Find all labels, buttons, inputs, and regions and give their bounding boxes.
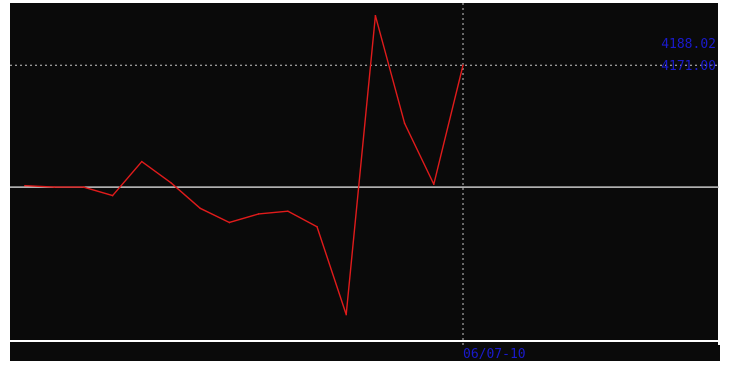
series-segment (111, 160, 143, 197)
crosshair-value-label-upper: 4188.02 (661, 37, 716, 52)
series-segment (403, 122, 435, 185)
series-segment (82, 186, 114, 197)
series-segment (228, 213, 260, 224)
series-point (53, 186, 55, 188)
plot-layer (10, 3, 719, 345)
label-layer: 4188.02 4171.00 06/07-10 (463, 37, 716, 362)
series-segment (170, 182, 201, 210)
crosshair-date-label: 06/07-10 (463, 347, 526, 362)
plot-background (10, 3, 720, 361)
series-segment (257, 210, 289, 215)
series-point (403, 122, 406, 125)
series-point (111, 194, 114, 197)
series-point (82, 186, 85, 188)
series-segment (287, 210, 318, 228)
series-point (199, 207, 201, 210)
series-point (316, 225, 318, 228)
series-segment (433, 64, 464, 185)
series-point (374, 14, 377, 17)
series-point (287, 210, 289, 212)
series-segment (316, 226, 347, 316)
series-point (257, 213, 260, 215)
series-point (170, 182, 172, 184)
series-segment (374, 15, 406, 125)
series-point (228, 221, 231, 224)
series-segment (345, 15, 377, 316)
series-point (433, 183, 435, 186)
series-point (345, 313, 348, 316)
crosshair-value-label-lower: 4171.00 (661, 59, 716, 74)
series-point (24, 184, 26, 187)
series-segment (199, 207, 231, 224)
series-point (462, 64, 464, 67)
series-point (141, 160, 143, 163)
series-segment (141, 160, 172, 184)
series-segment (24, 184, 55, 188)
